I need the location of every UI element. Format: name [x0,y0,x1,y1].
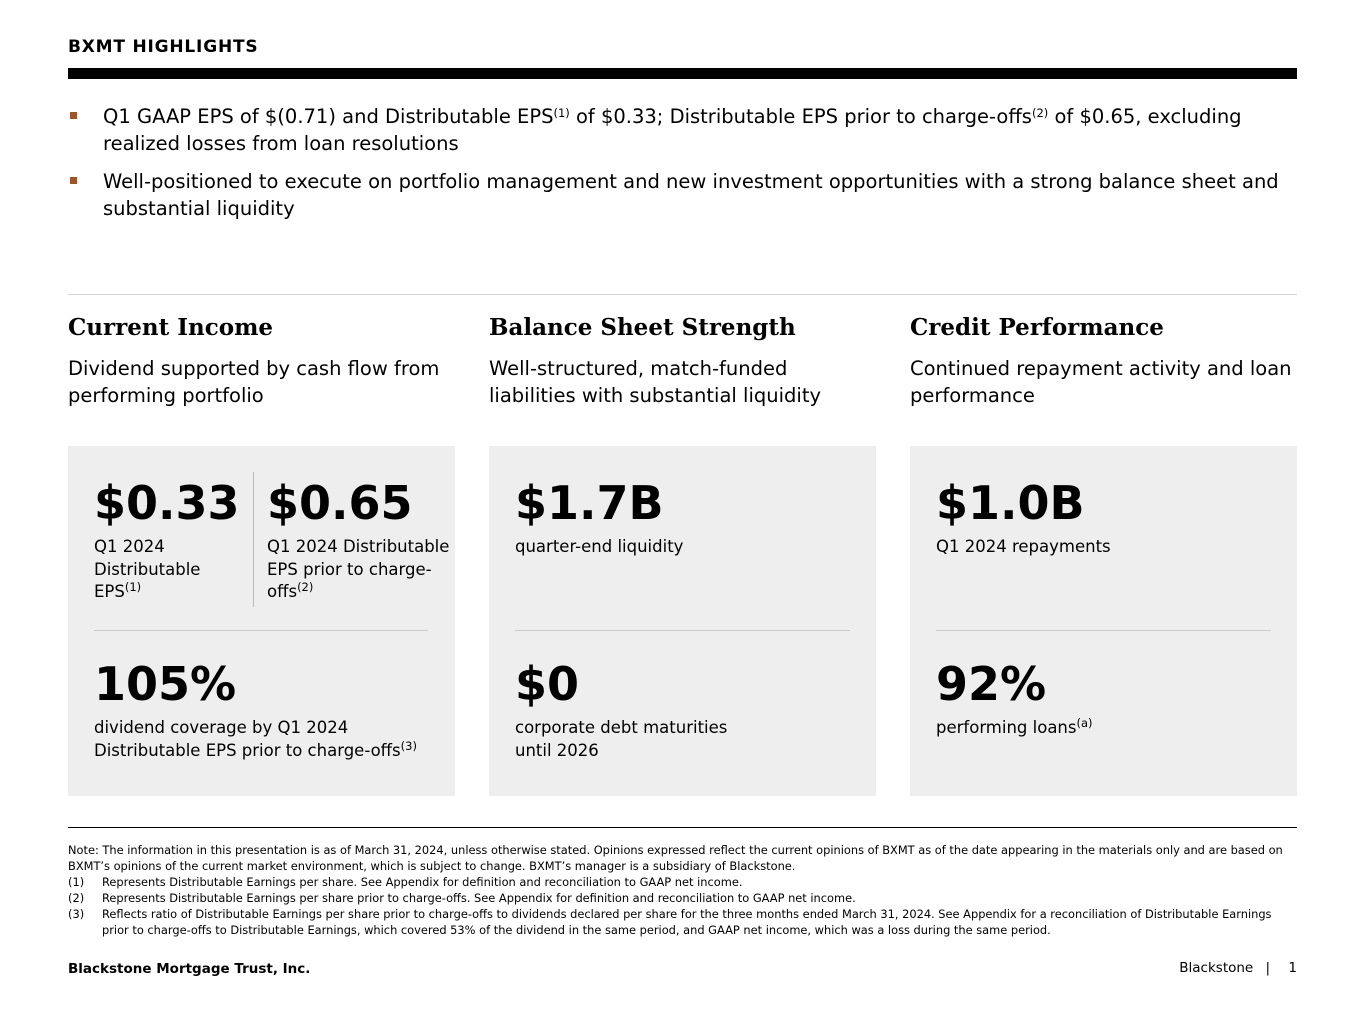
bullet-text: of $0.33; Distributable EPS prior to cha… [569,105,1032,128]
footer-company: Blackstone Mortgage Trust, Inc. [68,961,311,977]
metric-label: performing loans(a) [936,716,1093,737]
metric-label: quarter-end liquidity [515,537,684,556]
metric-value: $0.65 [267,476,413,530]
footer-divider: | [1265,960,1271,976]
card-current-income: $0.33 Q1 2024 Distributable EPS(1) $0.65… [68,446,455,796]
metric-label: Q1 2024 Distributable EPS prior to charg… [267,537,450,601]
metric-value: $0 [515,657,580,711]
column-subtitle: Well-structured, match-funded liabilitie… [489,357,822,407]
column-subtitle: Dividend supported by cash flow from per… [68,357,440,407]
bullet-text: Q1 GAAP EPS of $(0.71) and Distributable… [103,105,554,128]
column-heading: Balance Sheet Strength [489,314,796,341]
footnotes: Note: The information in this presentati… [68,842,1297,938]
column-current-income: Current Income Dividend supported by cas… [68,312,458,409]
footer-brand-page: Blackstone | 1 [1179,960,1297,976]
page-title: BXMT HIGHLIGHTS [68,37,259,57]
title-rule [68,68,1297,79]
metric-value: $1.0B [936,476,1085,530]
bullet-item: Q1 GAAP EPS of $(0.71) and Distributable… [68,103,1297,157]
metric-label: dividend coverage by Q1 2024 Distributab… [94,718,417,760]
card-divider [94,630,428,631]
metric-value: 105% [94,657,237,711]
bullet-square-icon [70,112,77,119]
metric-label: corporate debt maturities until 2026 [515,718,728,760]
column-heading: Credit Performance [910,314,1164,341]
column-heading: Current Income [68,314,274,341]
note-intro: Note: The information in this presentati… [68,843,1283,873]
notes-divider [68,827,1297,828]
metric-value: $1.7B [515,476,664,530]
footnote-ref: (1) [553,106,570,120]
card-divider [515,630,850,631]
metric-label: Q1 2024 Distributable EPS(1) [94,537,201,601]
bullet-square-icon [70,177,77,184]
footer-brand: Blackstone [1179,960,1254,976]
bullet-item: Well-positioned to execute on portfolio … [68,168,1297,222]
column-balance-sheet: Balance Sheet Strength Well-structured, … [489,312,879,409]
metric-value: $0.33 [94,476,240,530]
metric-label: Q1 2024 repayments [936,537,1111,556]
card-credit-performance: $1.0B Q1 2024 repayments 92% performing … [910,446,1297,796]
footnote-item: (3) Reflects ratio of Distributable Earni… [68,907,1272,937]
column-credit-performance: Credit Performance Continued repayment a… [910,312,1300,409]
footnote-item: (2) Represents Distributable Earnings per… [68,891,856,905]
footnote-item: (1) Represents Distributable Earnings per… [68,875,743,889]
card-balance-sheet: $1.7B quarter-end liquidity $0 corporate… [489,446,876,796]
metric-value: 92% [936,657,1047,711]
bullet-text: Well-positioned to execute on portfolio … [103,170,1279,220]
metric-divider [253,472,254,607]
bullet-text: of $0.65, excluding realized losses from… [103,105,1242,155]
column-subtitle: Continued repayment activity and loan pe… [910,357,1292,407]
page-number: 1 [1288,960,1297,976]
card-divider [936,630,1271,631]
footnote-ref: (2) [1031,106,1049,120]
section-divider [68,294,1297,295]
